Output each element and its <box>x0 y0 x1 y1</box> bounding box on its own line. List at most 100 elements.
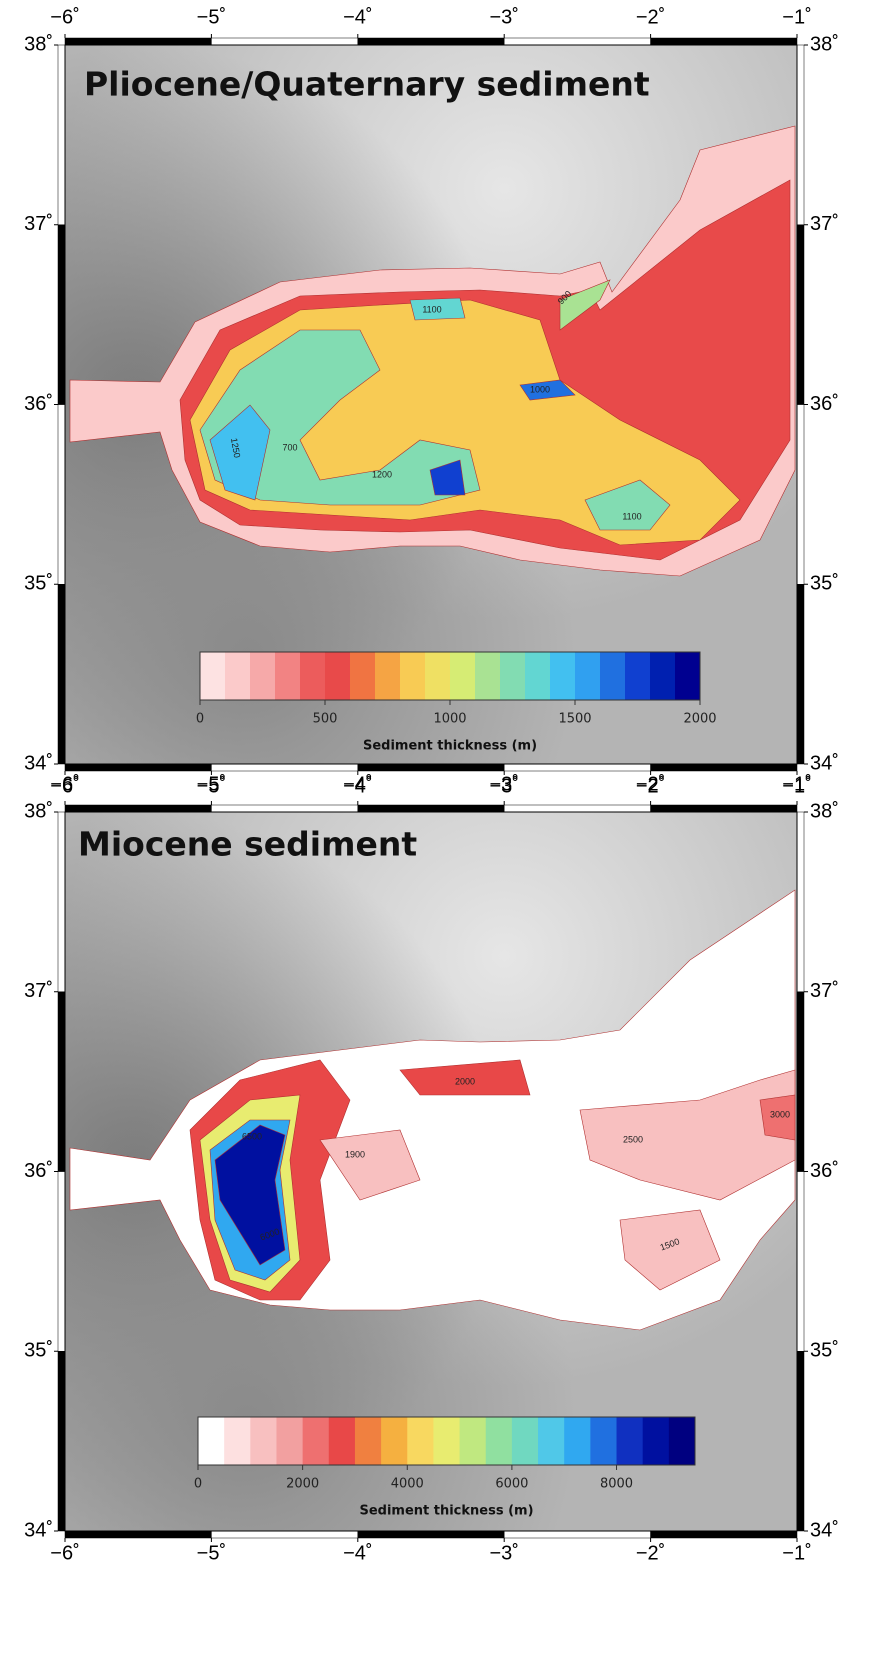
colorbar-segment <box>425 652 451 700</box>
colorbar-segment <box>250 652 276 700</box>
frame-bar <box>58 225 65 405</box>
colorbar-tick-label: 6000 <box>495 1477 528 1492</box>
colorbar-tick-label: 0 <box>194 1477 202 1492</box>
colorbar-segment <box>198 1417 225 1465</box>
frame-bar <box>211 764 357 771</box>
colorbar-segment <box>475 652 501 700</box>
frame-bar <box>58 405 65 585</box>
colorbar-tick-label: 500 <box>313 712 338 727</box>
frame-bar <box>797 812 804 992</box>
x-tick-label: −5˚ <box>197 1542 226 1564</box>
y-tick-label: 34˚ <box>24 1519 53 1541</box>
frame-bar <box>65 38 211 45</box>
x-tick-label: −1˚ <box>782 6 811 28</box>
x-tick-label: −2˚ <box>636 773 665 795</box>
colorbar-segment <box>512 1417 539 1465</box>
frame-bar <box>358 38 504 45</box>
frame-bar <box>58 992 65 1172</box>
x-tick-label: −1˚ <box>782 1542 811 1564</box>
x-tick-label: −1˚ <box>782 773 811 795</box>
frame-bar <box>797 1172 804 1352</box>
frame-bar <box>797 45 804 225</box>
y-tick-label: 36˚ <box>810 1160 839 1182</box>
colorbar-segment <box>625 652 651 700</box>
colorbar-label: Sediment thickness (m) <box>359 1504 533 1519</box>
y-tick-label: 37˚ <box>810 980 839 1002</box>
contour-label: 1100 <box>422 304 441 314</box>
frame-bar <box>58 1351 65 1531</box>
y-tick-label: 34˚ <box>24 752 53 774</box>
frame-bar <box>65 1531 211 1538</box>
frame-bar <box>651 1531 797 1538</box>
frame-bar <box>58 812 65 992</box>
x-tick-label: −5˚ <box>197 6 226 28</box>
colorbar-tick-label: 1000 <box>433 712 466 727</box>
panel-title: Pliocene/Quaternary sediment <box>84 65 650 104</box>
frame-bar <box>65 764 211 771</box>
colorbar-tick-label: 0 <box>196 712 204 727</box>
y-tick-label: 35˚ <box>810 1340 839 1362</box>
colorbar-segment <box>538 1417 565 1465</box>
frame-bar <box>651 764 797 771</box>
contour-label: 2500 <box>623 1134 643 1144</box>
colorbar-segment <box>400 652 426 700</box>
colorbar-segment <box>275 652 301 700</box>
colorbar-segment <box>500 652 526 700</box>
x-tick-label: −3˚ <box>489 773 518 795</box>
colorbar-segment <box>550 652 576 700</box>
colorbar-segment <box>350 652 376 700</box>
y-tick-label: 36˚ <box>24 1160 53 1182</box>
frame-bar <box>504 805 650 812</box>
contour-label: 3000 <box>770 1109 790 1119</box>
colorbar-segment <box>450 652 476 700</box>
y-tick-label: 36˚ <box>810 393 839 415</box>
frame-bar <box>211 38 357 45</box>
frame-bar <box>797 992 804 1172</box>
frame-bar <box>504 38 650 45</box>
colorbar-segment <box>486 1417 513 1465</box>
colorbar-segment <box>276 1417 303 1465</box>
frame-bar <box>504 764 650 771</box>
contour-label: 1900 <box>345 1149 365 1159</box>
x-tick-label: −6˚ <box>50 1542 79 1564</box>
colorbar-segment <box>225 652 251 700</box>
colorbar-segment <box>525 652 551 700</box>
y-tick-label: 35˚ <box>24 1340 53 1362</box>
x-tick-label: −6˚ <box>50 773 79 795</box>
frame-bar <box>358 764 504 771</box>
colorbar-segment <box>300 652 326 700</box>
figure: 11009001000125070012001100Pliocene/Quate… <box>0 0 896 1652</box>
colorbar-segment <box>407 1417 434 1465</box>
colorbar-tick-label: 8000 <box>600 1477 633 1492</box>
frame-bar <box>797 405 804 585</box>
x-tick-label: −2˚ <box>636 6 665 28</box>
y-tick-label: 35˚ <box>24 573 53 595</box>
colorbar-segment <box>433 1417 460 1465</box>
x-tick-label: −3˚ <box>489 6 518 28</box>
colorbar-label: Sediment thickness (m) <box>363 739 537 754</box>
y-tick-label: 36˚ <box>24 393 53 415</box>
frame-bar <box>358 1531 504 1538</box>
frame-bar <box>65 805 211 812</box>
y-tick-label: 38˚ <box>24 33 53 55</box>
contour-label: 6500 <box>242 1131 262 1141</box>
colorbar-segment <box>590 1417 617 1465</box>
colorbar-segment <box>600 652 626 700</box>
colorbar-segment <box>617 1417 644 1465</box>
colorbar-segment <box>200 652 226 700</box>
colorbar-segment <box>650 652 676 700</box>
frame-bar <box>58 45 65 225</box>
colorbar-segment <box>564 1417 591 1465</box>
colorbar-segment <box>460 1417 487 1465</box>
y-tick-label: 38˚ <box>24 800 53 822</box>
y-tick-label: 34˚ <box>810 752 839 774</box>
x-tick-label: −4˚ <box>343 6 372 28</box>
frame-bar <box>58 584 65 764</box>
colorbar-segment <box>575 652 601 700</box>
colorbar-tick-label: 2000 <box>286 1477 319 1492</box>
x-tick-label: −6˚ <box>50 6 79 28</box>
colorbar-segment <box>375 652 401 700</box>
y-tick-label: 37˚ <box>24 213 53 235</box>
x-tick-label: −4˚ <box>343 773 372 795</box>
